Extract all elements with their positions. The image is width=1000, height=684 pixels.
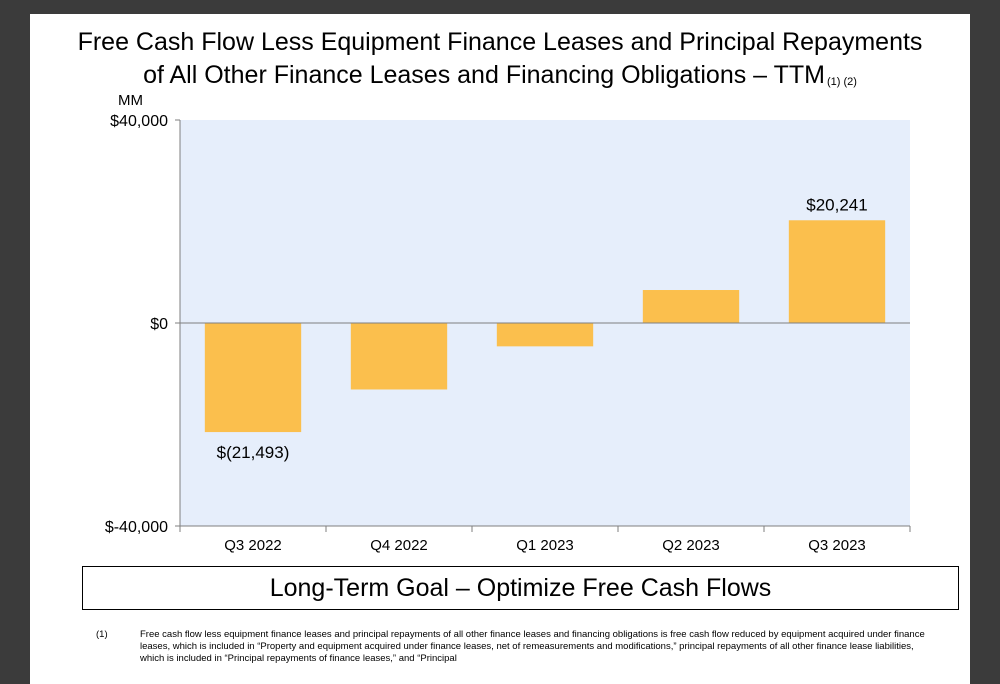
chart-title-line2: of All Other Finance Leases and Financin… [30,59,970,99]
footnote-text: Free cash flow less equipment finance le… [140,629,925,664]
chart-title: Free Cash Flow Less Equipment Finance Le… [30,26,970,99]
bar [204,323,302,433]
x-tick-label: Q4 2022 [370,537,428,554]
bar [642,290,740,323]
x-tick-label: Q3 2022 [224,537,282,554]
y-unit-label: MM [118,92,143,109]
chart-title-footnote-refs: (1) (2) [826,76,857,88]
x-tick-label: Q1 2023 [516,537,574,554]
y-tick-label: $-40,000 [105,519,168,536]
chart-title-line2-text: of All Other Finance Leases and Financin… [143,61,825,89]
y-tick-label: $40,000 [110,113,168,130]
bar [788,220,886,323]
x-tick-label: Q3 2023 [808,537,866,554]
bar [496,323,594,347]
chart-title-line1: Free Cash Flow Less Equipment Finance Le… [77,28,923,56]
y-tick-label: $0 [150,316,168,333]
data-label: $(21,493) [217,443,290,462]
goal-banner: Long-Term Goal – Optimize Free Cash Flow… [82,566,959,610]
bar [350,323,448,390]
bar-chart: $40,000 $0 $-40,000 $(21,493) $20,241 Q3 2022… [105,113,911,554]
slide-page: Free Cash Flow Less Equipment Finance Le… [30,14,970,684]
footnote-number: (1) [96,629,108,640]
data-label: $20,241 [806,195,867,214]
x-tick-label: Q2 2023 [662,537,720,554]
